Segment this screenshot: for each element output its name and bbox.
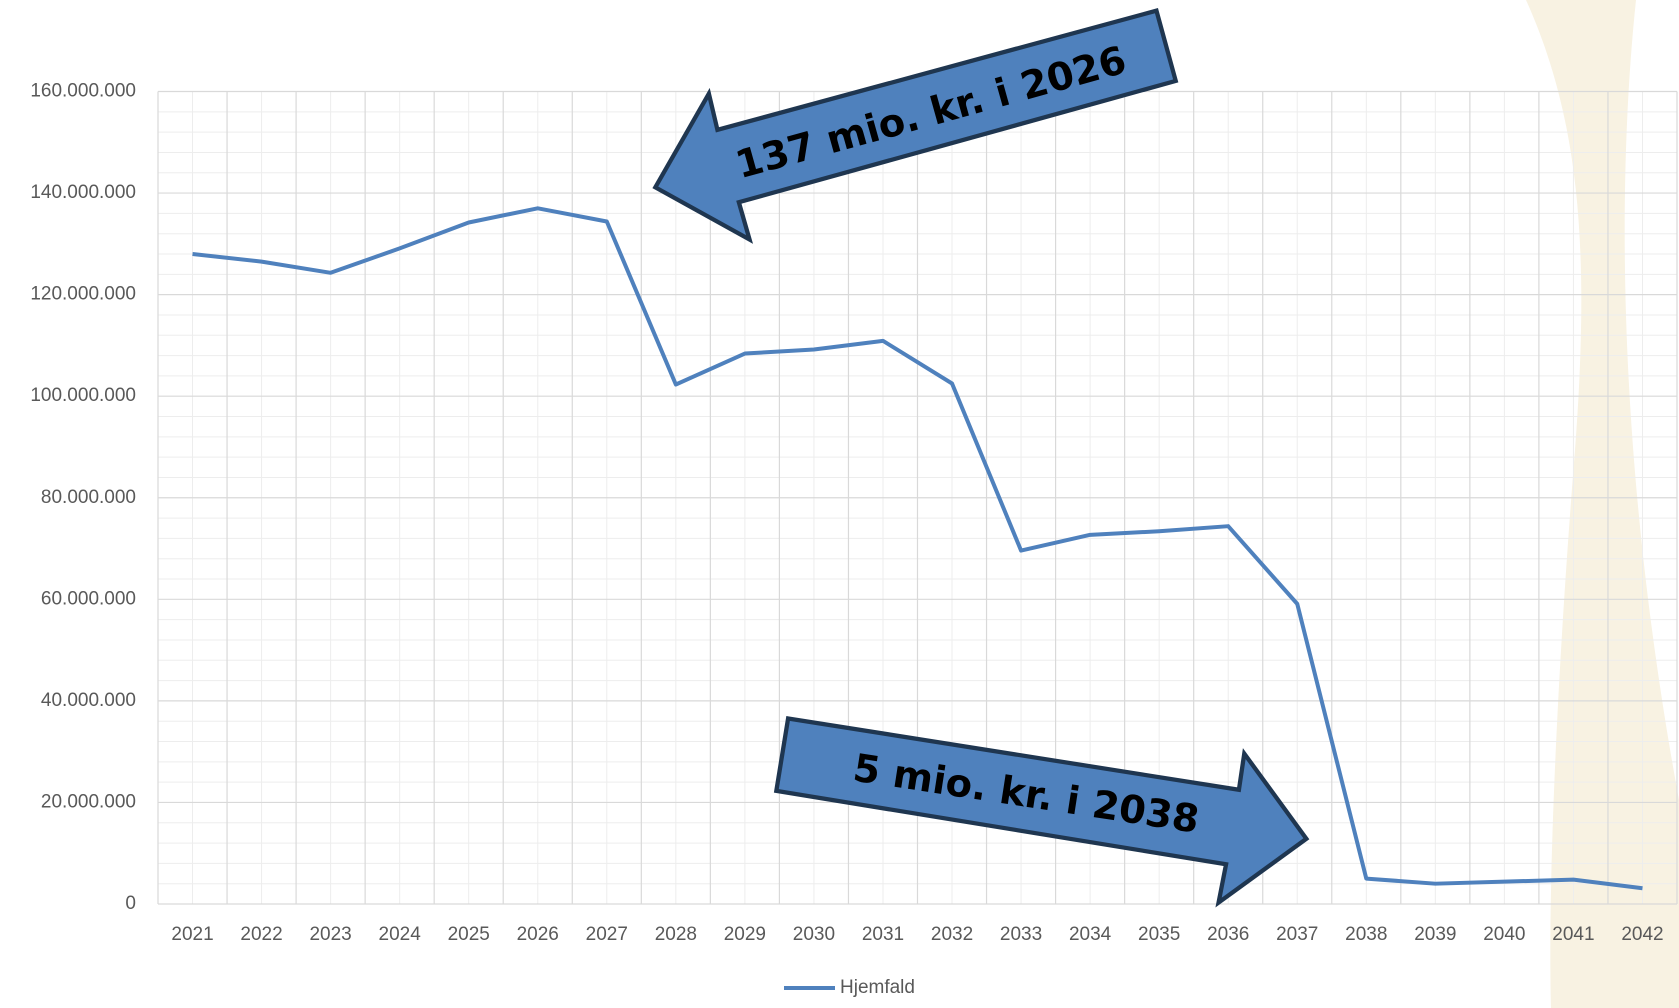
background-decoration <box>1526 0 1679 1008</box>
y-tick-label: 80.000.000 <box>41 487 136 508</box>
y-tick-label: 100.000.000 <box>30 385 136 406</box>
x-tick-label: 2042 <box>1621 924 1663 945</box>
x-tick-label: 2033 <box>1000 924 1042 945</box>
legend-label: Hjemfald <box>840 977 915 998</box>
x-tick-label: 2029 <box>724 924 766 945</box>
x-tick-label: 2027 <box>586 924 628 945</box>
x-tick-label: 2041 <box>1552 924 1594 945</box>
arrow <box>652 8 1179 244</box>
x-tick-label: 2028 <box>655 924 697 945</box>
x-tick-label: 2021 <box>171 924 213 945</box>
y-tick-label: 160.000.000 <box>30 81 136 102</box>
y-tick-label: 20.000.000 <box>41 791 136 812</box>
y-tick-label: 120.000.000 <box>30 284 136 305</box>
x-tick-label: 2034 <box>1069 924 1112 945</box>
x-tick-label: 2040 <box>1483 924 1525 945</box>
x-tick-label: 2038 <box>1345 924 1387 945</box>
x-tick-label: 2024 <box>379 924 422 945</box>
y-tick-label: 0 <box>125 893 136 914</box>
y-tick-label: 140.000.000 <box>30 182 136 203</box>
y-tick-label: 40.000.000 <box>41 690 136 711</box>
x-tick-label: 2030 <box>793 924 835 945</box>
x-tick-label: 2037 <box>1276 924 1318 945</box>
x-tick-label: 2039 <box>1414 924 1456 945</box>
x-tick-label: 2026 <box>517 924 559 945</box>
x-tick-label: 2022 <box>240 924 282 945</box>
data-line <box>192 206 1643 891</box>
x-tick-label: 2023 <box>309 924 351 945</box>
x-tick-label: 2035 <box>1138 924 1180 945</box>
y-tick-label: 60.000.000 <box>41 588 136 609</box>
x-tick-label: 2036 <box>1207 924 1249 945</box>
x-tick-label: 2032 <box>931 924 973 945</box>
arrow <box>773 716 1310 908</box>
x-tick-label: 2031 <box>862 924 904 945</box>
x-tick-label: 2025 <box>448 924 490 945</box>
